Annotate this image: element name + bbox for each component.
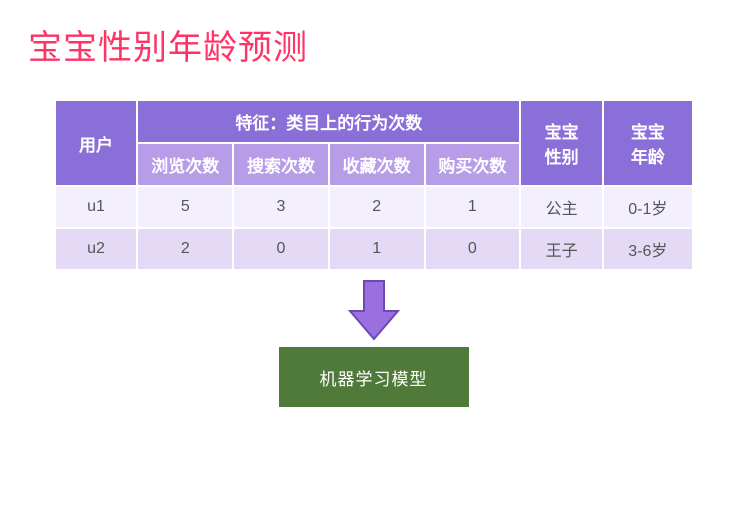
table-row: u22010王子3-6岁	[55, 228, 693, 270]
col-fav-header: 收藏次数	[329, 143, 425, 186]
cell-buy: 0	[425, 228, 521, 270]
arrow-container	[0, 279, 747, 341]
slide-root: 宝宝性别年龄预测 用户 特征：类目上的行为次数 宝宝性别 宝宝年龄 浏览次数 搜…	[0, 0, 747, 515]
col-user-header: 用户	[55, 100, 138, 186]
table-body: u15321公主0-1岁u22010王子3-6岁	[55, 186, 693, 270]
slide-title: 宝宝性别年龄预测	[28, 20, 747, 69]
header-row-1: 用户 特征：类目上的行为次数 宝宝性别 宝宝年龄	[55, 100, 693, 143]
col-feature-group-header: 特征：类目上的行为次数	[137, 100, 520, 143]
cell-user: u2	[55, 228, 138, 270]
cell-fav: 1	[329, 228, 425, 270]
cell-browse: 2	[137, 228, 233, 270]
model-box: 机器学习模型	[279, 347, 469, 407]
cell-gender: 公主	[520, 186, 603, 228]
cell-fav: 2	[329, 186, 425, 228]
col-buy-header: 购买次数	[425, 143, 521, 186]
col-browse-header: 浏览次数	[137, 143, 233, 186]
cell-browse: 5	[137, 186, 233, 228]
cell-user: u1	[55, 186, 138, 228]
cell-gender: 王子	[520, 228, 603, 270]
down-arrow-icon	[348, 279, 400, 341]
table-row: u15321公主0-1岁	[55, 186, 693, 228]
cell-search: 0	[233, 228, 329, 270]
col-search-header: 搜索次数	[233, 143, 329, 186]
cell-buy: 1	[425, 186, 521, 228]
cell-search: 3	[233, 186, 329, 228]
col-gender-header: 宝宝性别	[520, 100, 603, 186]
model-label: 机器学习模型	[320, 365, 428, 390]
cell-age: 3-6岁	[603, 228, 692, 270]
cell-age: 0-1岁	[603, 186, 692, 228]
col-age-header: 宝宝年龄	[603, 100, 692, 186]
feature-table-wrap: 用户 特征：类目上的行为次数 宝宝性别 宝宝年龄 浏览次数 搜索次数 收藏次数 …	[54, 99, 694, 271]
feature-table: 用户 特征：类目上的行为次数 宝宝性别 宝宝年龄 浏览次数 搜索次数 收藏次数 …	[54, 99, 694, 271]
